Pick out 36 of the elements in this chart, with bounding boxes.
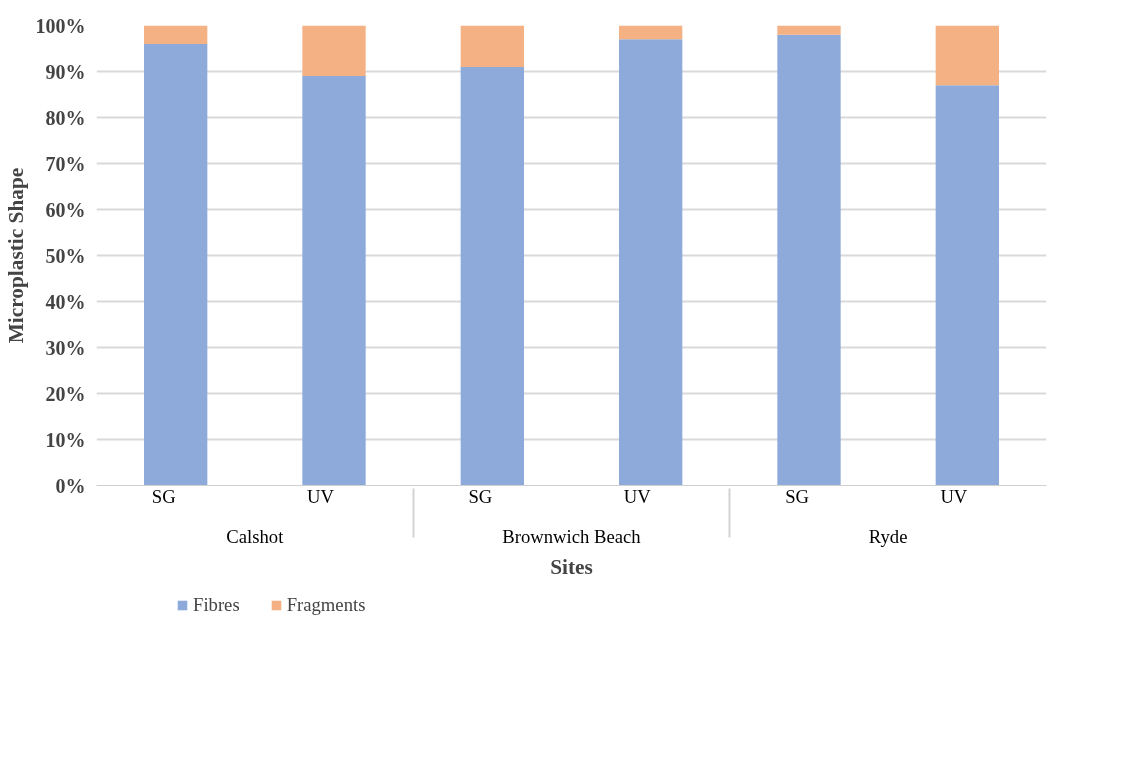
text: Brownwich Beach bbox=[502, 525, 642, 547]
y-tick-label: 70% bbox=[45, 152, 86, 175]
bar bbox=[619, 39, 683, 486]
bar bbox=[777, 34, 841, 486]
x-tick-label: SG bbox=[785, 486, 810, 507]
x-tick-label: UV bbox=[307, 486, 335, 507]
x-tick-label: UV bbox=[940, 486, 968, 507]
y-tick-label: 30% bbox=[45, 336, 86, 359]
bar bbox=[460, 66, 524, 486]
bar bbox=[302, 25, 366, 77]
bar bbox=[144, 43, 208, 486]
x-tick-label: UV bbox=[623, 486, 652, 507]
y-tick-label: 10% bbox=[45, 428, 86, 451]
x-axis-title: Sites bbox=[550, 554, 593, 579]
legend-label: Fibres bbox=[193, 594, 240, 616]
y-tick-label: 90% bbox=[45, 60, 86, 83]
y-tick-label: 50% bbox=[45, 244, 86, 267]
y-tick-label: 0% bbox=[55, 474, 86, 497]
bar bbox=[302, 76, 366, 486]
bar bbox=[619, 25, 683, 40]
bar bbox=[144, 25, 208, 44]
bar bbox=[777, 25, 841, 35]
bar bbox=[935, 25, 999, 86]
y-tick-label: 60% bbox=[45, 198, 86, 221]
y-tick-label: 20% bbox=[45, 382, 86, 405]
bar bbox=[935, 85, 999, 486]
text: Ryde bbox=[868, 525, 908, 547]
x-tick-label: SG bbox=[151, 486, 176, 507]
y-axis-title: Microplastic Shape bbox=[3, 167, 28, 344]
y-tick-label: 40% bbox=[45, 290, 86, 313]
y-tick-label: 100% bbox=[35, 14, 86, 37]
legend-label: Fragments bbox=[286, 594, 366, 616]
bar bbox=[460, 25, 524, 67]
text: Calshot bbox=[226, 525, 285, 547]
x-tick-label: SG bbox=[468, 486, 493, 507]
y-tick-label: 80% bbox=[45, 106, 86, 129]
